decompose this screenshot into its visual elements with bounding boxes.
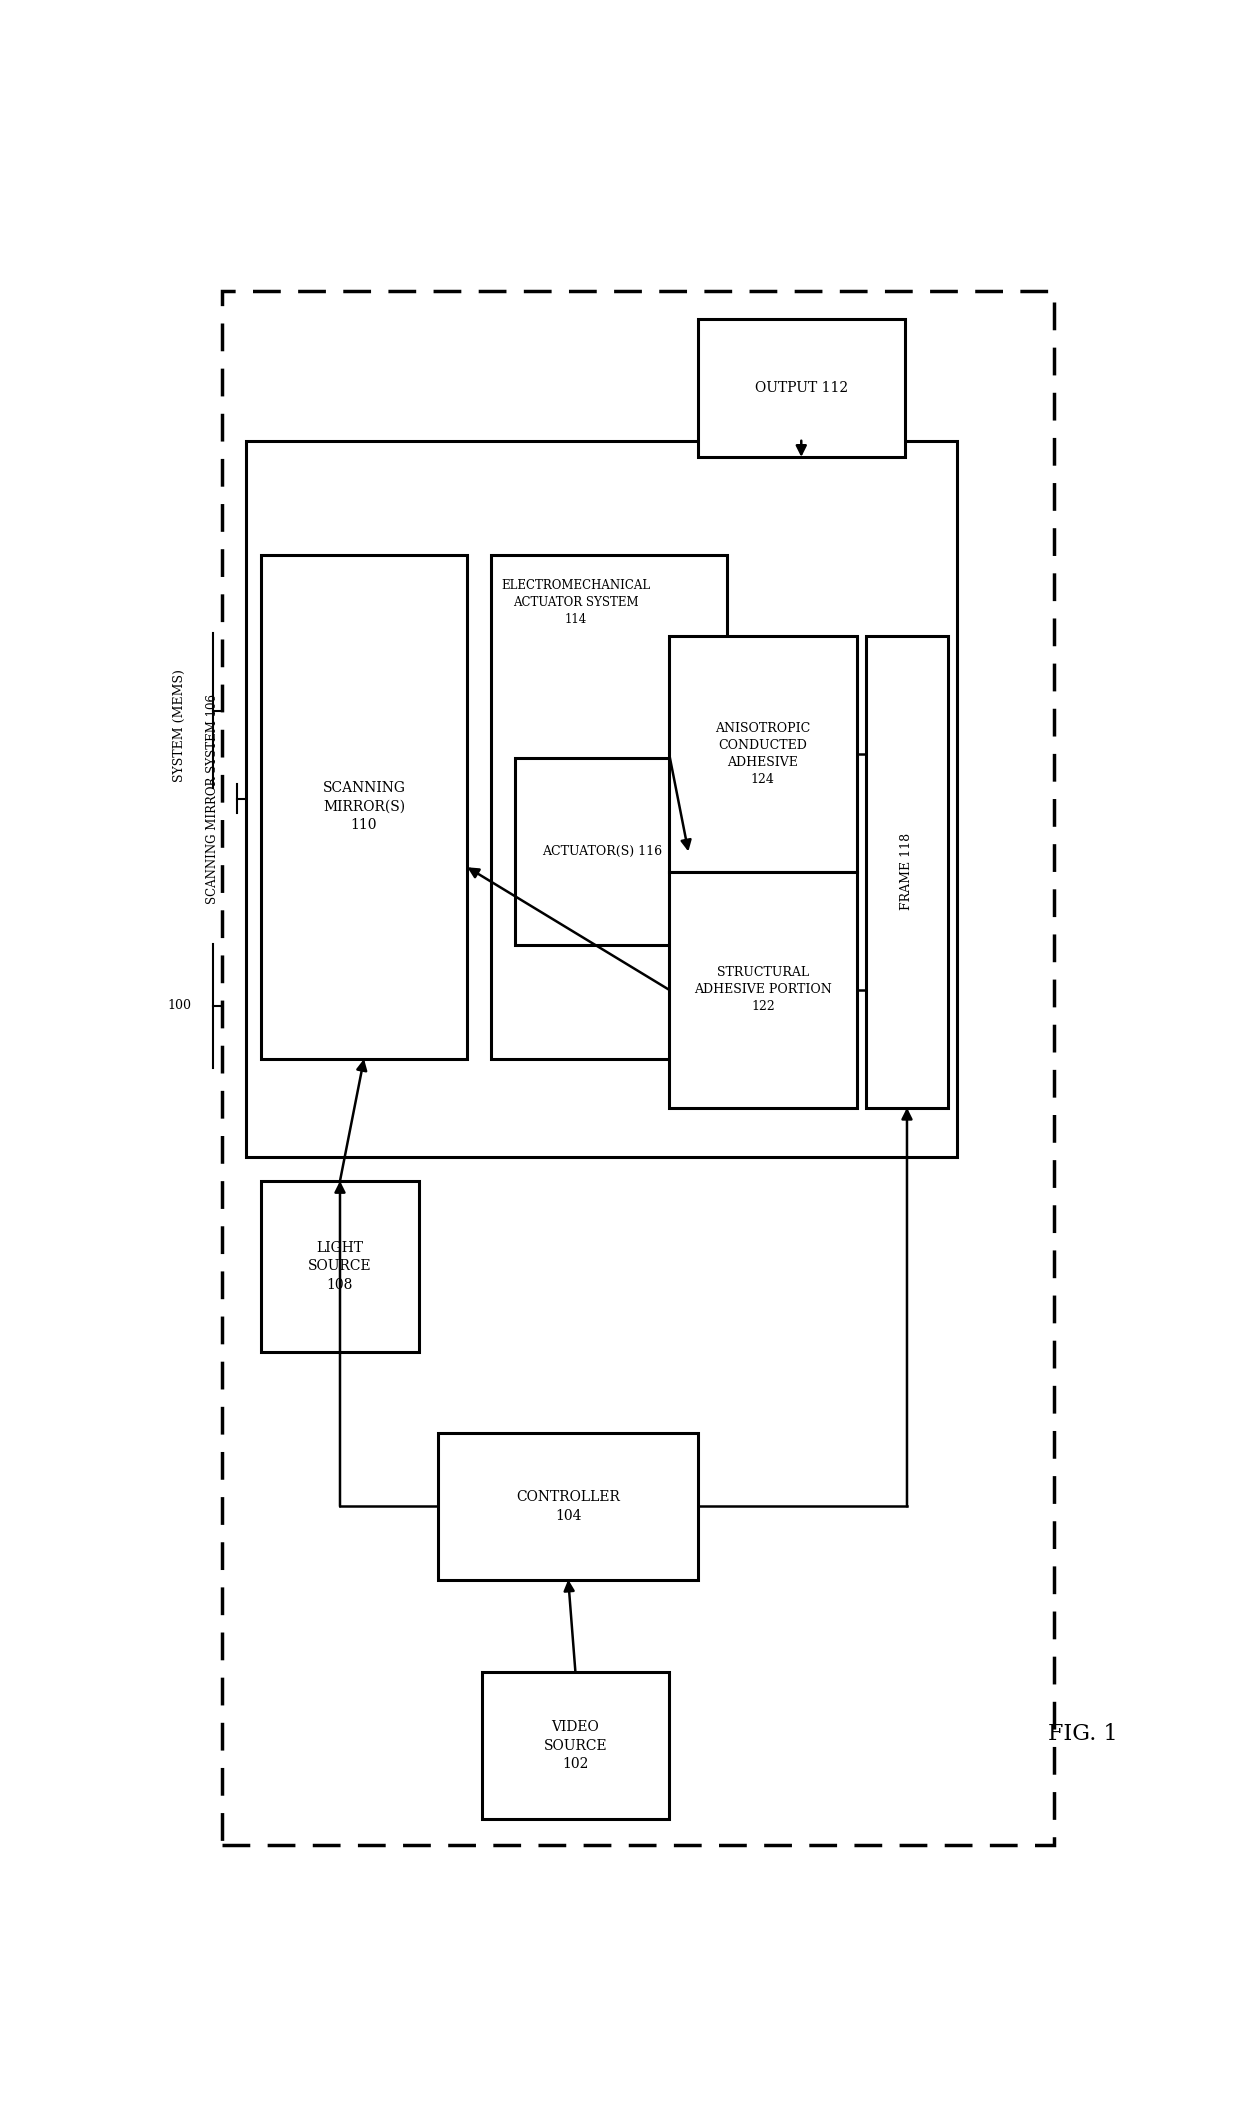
- Text: SCANNING MIRROR SYSTEM 106: SCANNING MIRROR SYSTEM 106: [206, 693, 219, 904]
- Bar: [670, 636, 857, 873]
- Bar: [516, 759, 688, 945]
- Bar: [481, 1671, 670, 1819]
- Text: ACTUATOR(S) 116: ACTUATOR(S) 116: [542, 845, 662, 858]
- Text: FIG. 1: FIG. 1: [1048, 1722, 1117, 1745]
- Text: STRUCTURAL
ADHESIVE PORTION
122: STRUCTURAL ADHESIVE PORTION 122: [694, 966, 832, 1014]
- Bar: [439, 1433, 698, 1581]
- Bar: [260, 554, 467, 1059]
- Text: SYSTEM (MEMS): SYSTEM (MEMS): [172, 670, 186, 782]
- Bar: [866, 636, 947, 1107]
- Bar: [222, 292, 1054, 1845]
- Text: OUTPUT 112: OUTPUT 112: [755, 380, 848, 395]
- Text: 100: 100: [167, 999, 191, 1012]
- Text: ANISOTROPIC
CONDUCTED
ADHESIVE
124: ANISOTROPIC CONDUCTED ADHESIVE 124: [715, 723, 811, 786]
- Bar: [491, 554, 727, 1059]
- Text: LIGHT
SOURCE
108: LIGHT SOURCE 108: [309, 1240, 372, 1291]
- Bar: [670, 873, 857, 1107]
- Text: CONTROLLER
104: CONTROLLER 104: [516, 1490, 620, 1523]
- Text: SCANNING
MIRROR(S)
110: SCANNING MIRROR(S) 110: [322, 782, 405, 833]
- Bar: [247, 442, 957, 1156]
- Text: ELECTROMECHANICAL
ACTUATOR SYSTEM
114: ELECTROMECHANICAL ACTUATOR SYSTEM 114: [501, 579, 650, 625]
- Bar: [260, 1181, 419, 1352]
- Bar: [698, 319, 904, 456]
- Text: FRAME 118: FRAME 118: [900, 833, 914, 911]
- Text: VIDEO
SOURCE
102: VIDEO SOURCE 102: [543, 1720, 608, 1771]
